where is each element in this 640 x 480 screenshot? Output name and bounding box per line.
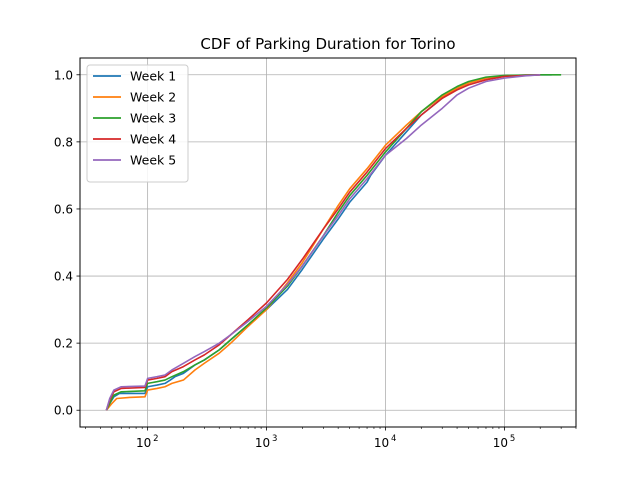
x-tick-exponent: 4 <box>391 434 396 444</box>
y-tick-label: 0.0 <box>54 404 73 418</box>
legend-box <box>86 64 189 183</box>
y-tick-label: 0.8 <box>54 135 73 149</box>
y-tick-label: 0.2 <box>54 337 73 351</box>
legend: Week 1 Week 2 Week 3 Week 4 Week 5 <box>86 64 189 183</box>
legend-label: Week 3 <box>130 111 176 126</box>
x-tick-label: 10 <box>374 436 389 450</box>
chart-title: CDF of Parking Duration for Torino <box>200 35 455 53</box>
legend-label: Week 2 <box>130 90 176 105</box>
grid-lines <box>80 58 576 427</box>
plot-frame <box>79 57 577 428</box>
series-line-week-2 <box>105 73 541 411</box>
y-tick-label: 0.4 <box>54 270 73 284</box>
axis-ticks: 10 2 10 3 10 4 10 50.00.20.40.60.81.0 <box>54 68 577 450</box>
legend-label: Week 5 <box>130 153 176 168</box>
x-tick-exponent: 3 <box>272 434 277 444</box>
y-tick-label: 1.0 <box>54 68 73 82</box>
series-line-week-5 <box>105 73 541 411</box>
x-tick-label: 10 <box>255 436 270 450</box>
series-line-week-3 <box>105 73 562 411</box>
x-tick-label: 10 <box>136 436 151 450</box>
legend-label: Week 4 <box>130 132 176 147</box>
series-lines <box>105 73 562 411</box>
y-tick-label: 0.6 <box>54 202 73 216</box>
legend-label: Week 1 <box>130 69 176 84</box>
x-tick-exponent: 5 <box>510 434 515 444</box>
x-tick-exponent: 2 <box>153 434 158 444</box>
x-tick-label: 10 <box>493 436 508 450</box>
